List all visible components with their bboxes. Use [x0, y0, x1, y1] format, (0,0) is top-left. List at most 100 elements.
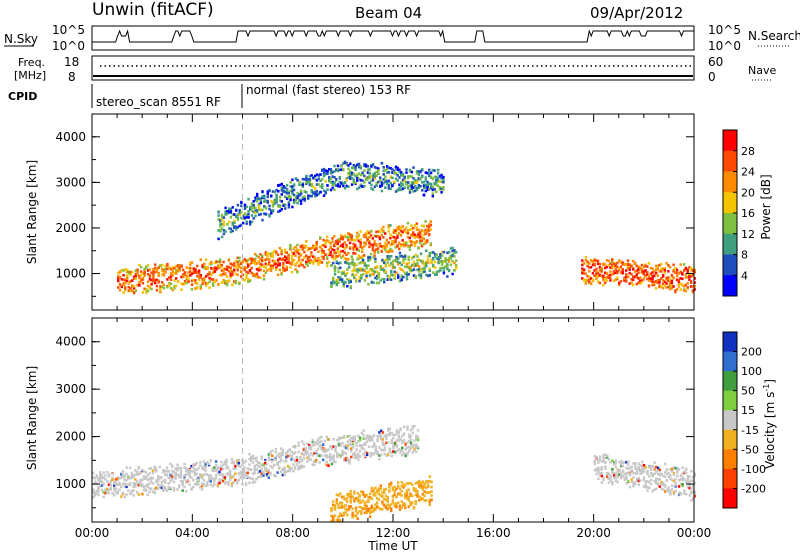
echo-cell [125, 274, 129, 277]
echo-cell [632, 471, 635, 475]
echo-cell [389, 224, 392, 227]
echo-cell [274, 458, 277, 462]
echo-cell [204, 466, 207, 469]
echo-cell [311, 438, 314, 442]
echo-cell [320, 251, 324, 255]
echo-cell [344, 281, 347, 284]
echo-cell [391, 501, 395, 504]
echo-cell [165, 470, 169, 473]
echo-cell [327, 240, 331, 244]
echo-cell [620, 472, 623, 475]
echo-cell [329, 188, 333, 192]
echo-cell [633, 275, 637, 279]
echo-cell [381, 491, 384, 494]
echo-cell [100, 488, 104, 492]
echo-cell [401, 440, 404, 443]
echo-cell [653, 282, 656, 286]
echo-cell [292, 452, 295, 455]
echo-cell [342, 182, 345, 185]
echo-cell [423, 482, 426, 485]
echo-cell [308, 181, 312, 184]
echo-cell [164, 270, 167, 274]
echo-cell [123, 475, 126, 478]
echo-cell [653, 468, 656, 471]
echo-cell [412, 166, 415, 169]
echo-cell [660, 472, 663, 476]
echo-cell [194, 271, 197, 274]
echo-cell [306, 255, 310, 259]
echo-cell [209, 459, 212, 462]
echo-cell [314, 177, 317, 181]
echo-cell [414, 189, 417, 193]
echo-cell [334, 255, 338, 258]
echo-cell [346, 268, 349, 271]
echo-cell [167, 470, 170, 473]
echo-cell [250, 457, 253, 460]
echo-cell [367, 495, 370, 499]
echo-cell [118, 283, 122, 286]
echo-cell [354, 263, 358, 266]
echo-cell [649, 472, 653, 475]
echo-cell [451, 259, 454, 263]
echo-cell [100, 480, 104, 484]
echo-cell [426, 261, 430, 264]
freq-tick-bottom: 8 [68, 70, 76, 84]
echo-cell [668, 281, 672, 285]
echo-cell [217, 229, 220, 232]
echo-cell [302, 442, 306, 446]
echo-cell [312, 185, 315, 189]
echo-cell [285, 189, 289, 192]
echo-cell [353, 490, 356, 493]
echo-cell [632, 484, 635, 487]
echo-cell [591, 271, 595, 275]
echo-cell [627, 467, 630, 470]
echo-cell [173, 279, 176, 282]
echo-cell [347, 505, 351, 508]
echo-cell [315, 190, 319, 193]
echo-cell [305, 182, 308, 185]
echo-cell [665, 278, 668, 282]
echo-cell [375, 248, 378, 251]
echo-cell [596, 262, 600, 266]
echo-cell [332, 438, 335, 441]
echo-cell [320, 244, 324, 247]
echo-cell [204, 266, 208, 269]
echo-cell [253, 457, 256, 460]
echo-cell [262, 474, 265, 477]
echo-cell [189, 270, 192, 274]
echo-cell [683, 289, 686, 292]
echo-cell [598, 274, 602, 277]
echo-cell [435, 178, 438, 182]
echo-cell [595, 456, 598, 459]
echo-cell [278, 466, 281, 469]
echo-cell [358, 510, 361, 513]
echo-cell [404, 257, 407, 261]
echo-cell [444, 260, 447, 263]
colorbar-swatch [723, 150, 737, 172]
echo-cell [248, 481, 251, 485]
echo-cell [340, 164, 343, 168]
echo-cell [263, 200, 266, 203]
echo-cell [356, 175, 359, 178]
echo-cell [625, 466, 628, 470]
echo-cell [183, 271, 187, 274]
echo-cell [120, 495, 123, 498]
echo-cell [414, 184, 417, 188]
echo-cell [124, 288, 127, 292]
echo-cell [442, 188, 445, 191]
echo-cell [243, 268, 246, 272]
echo-cell [332, 281, 335, 285]
colorbar-tick-label: -15 [741, 424, 759, 437]
echo-cell [358, 436, 362, 440]
echo-cell [227, 269, 231, 273]
echo-cell [171, 269, 174, 272]
echo-cell [665, 286, 668, 289]
echo-cell [329, 177, 333, 181]
echo-cell [332, 515, 335, 518]
echo-cell [596, 259, 600, 263]
echo-cell [337, 267, 340, 270]
echo-cell [134, 485, 137, 488]
echo-cell [250, 214, 254, 217]
echo-cell [288, 454, 292, 457]
echo-cell [193, 482, 197, 486]
